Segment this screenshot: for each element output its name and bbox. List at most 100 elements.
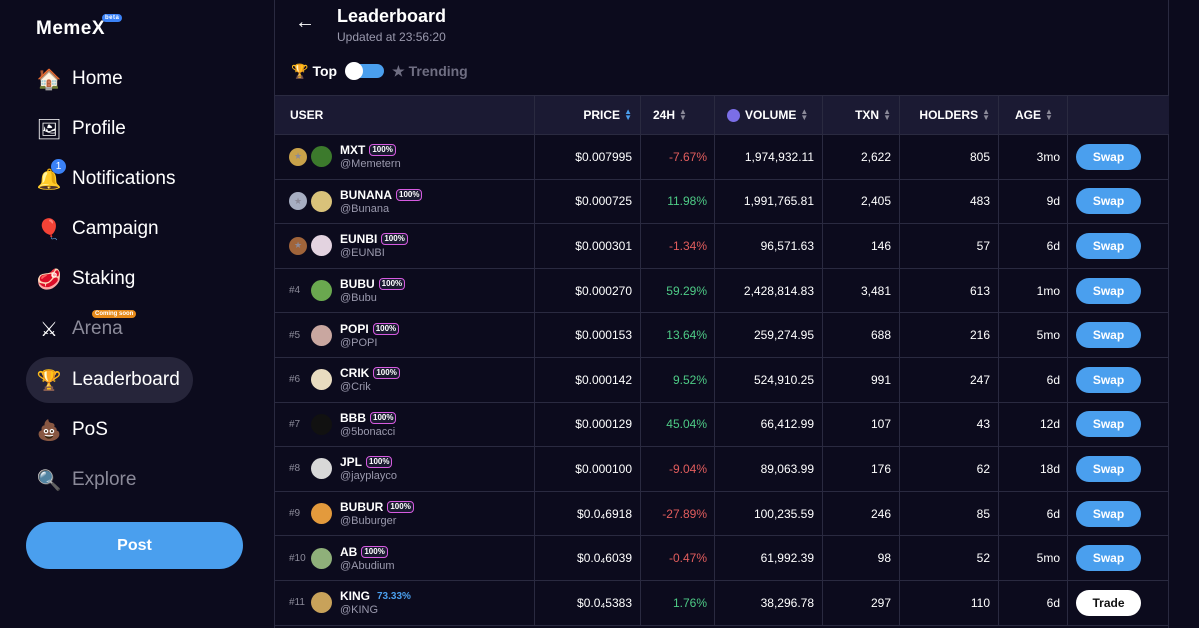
- table-row[interactable]: ★ EUNBI 100% @EUNBI $0.000301 -1.34% 96,…: [275, 224, 1169, 269]
- table-row[interactable]: #4 BUBU 100% @Bubu $0.000270 59.29% 2,42…: [275, 268, 1169, 314]
- sidebar-item-staking[interactable]: 🥩 Staking: [26, 256, 193, 302]
- swap-button[interactable]: Swap: [1076, 322, 1141, 349]
- table-row[interactable]: #11 KING 73.33% @KING $0.0₄5383 1.76% 38…: [275, 580, 1169, 626]
- sidebar-item-arena[interactable]: ⚔ Arena: [26, 306, 193, 352]
- col-24h[interactable]: 24H ▲ ▼: [641, 96, 715, 134]
- post-button[interactable]: Post: [26, 522, 243, 569]
- holders-cell: 483: [900, 179, 999, 224]
- progress-percent: 73.33%: [377, 590, 411, 602]
- change-24h-cell: -0.47%: [641, 536, 715, 580]
- token-handle: @POPI: [340, 336, 378, 349]
- token-handle: @5bonacci: [340, 425, 396, 438]
- swap-button[interactable]: Swap: [1076, 411, 1141, 438]
- top-trending-switch[interactable]: [345, 62, 385, 80]
- token-name: BUBU: [340, 277, 375, 292]
- col-user-label: USER: [290, 108, 324, 122]
- price-cell: $0.007995: [535, 135, 641, 179]
- token-name: MXT: [340, 143, 366, 158]
- user-info: BUBUR 100% @Buburger: [340, 500, 414, 527]
- table-row[interactable]: #10 AB 100% @Abudium $0.0₄6039 -0.47% 61…: [275, 536, 1169, 581]
- swap-button[interactable]: Swap: [1076, 366, 1141, 393]
- swap-button[interactable]: Swap: [1076, 277, 1141, 304]
- back-arrow-icon[interactable]: ←: [295, 11, 315, 33]
- user-cell[interactable]: #9 BUBUR 100% @Buburger: [275, 491, 535, 536]
- change-24h-cell: 11.98%: [641, 179, 715, 224]
- user-cell[interactable]: ★ BUNANA 100% @Bunana: [275, 179, 535, 224]
- sidebar-item-pos[interactable]: 💩 PoS: [26, 407, 193, 453]
- table-row[interactable]: ★ MXT 100% @Memetern $0.007995 -7.67% 1,…: [275, 135, 1169, 180]
- swap-button[interactable]: Swap: [1076, 455, 1141, 482]
- progress-badge: 100%: [373, 367, 400, 380]
- view-toggle: 🏆 Top ★ Trending: [291, 62, 468, 80]
- progress-badge: 100%: [378, 278, 406, 291]
- user-name-row: MXT 100%: [340, 143, 401, 157]
- col-action: [1068, 96, 1149, 134]
- sidebar-item-campaign[interactable]: 🎈 Campaign: [26, 206, 193, 252]
- swap-button[interactable]: Swap: [1076, 143, 1141, 170]
- user-cell[interactable]: #6 CRIK 100% @Crik: [275, 357, 535, 402]
- user-cell[interactable]: #7 BBB 100% @5bonacci: [275, 402, 535, 447]
- col-user: USER: [275, 96, 535, 134]
- trade-button[interactable]: Trade: [1076, 589, 1141, 616]
- txn-cell: 246: [823, 491, 900, 536]
- col-holders[interactable]: HOLDERS ▲ ▼: [900, 96, 999, 134]
- sidebar-item-home[interactable]: 🏠 Home: [26, 56, 193, 102]
- price-cell: $0.000153: [535, 313, 641, 357]
- sidebar-item-profile[interactable]: 🖼 Profile: [26, 106, 193, 152]
- swap-button[interactable]: Swap: [1076, 500, 1141, 527]
- user-info: KING 73.33% @KING: [340, 589, 411, 616]
- holders-cell: 62: [900, 447, 999, 491]
- age-cell: 5mo: [999, 536, 1068, 580]
- user-cell[interactable]: #10 AB 100% @Abudium: [275, 536, 535, 580]
- table-row[interactable]: #5 POPI 100% @POPI $0.000153 13.64% 259,…: [275, 313, 1169, 358]
- profile-icon: 🖼: [36, 118, 62, 141]
- tab-trending[interactable]: ★ Trending: [392, 63, 468, 80]
- progress-badge: 100%: [366, 456, 393, 469]
- table-row[interactable]: #9 BUBUR 100% @Buburger $0.0₄6918 -27.89…: [275, 491, 1169, 537]
- sort-icon: ▲ ▼: [1045, 107, 1053, 122]
- table-row[interactable]: #7 BBB 100% @5bonacci $0.000129 45.04% 6…: [275, 402, 1169, 448]
- token-avatar: [311, 503, 332, 525]
- tab-top[interactable]: 🏆 Top: [291, 63, 337, 80]
- swap-button[interactable]: Swap: [1076, 545, 1141, 572]
- age-cell: 6d: [999, 580, 1068, 625]
- table-row[interactable]: #6 CRIK 100% @Crik $0.000142 9.52% 524,9…: [275, 357, 1169, 403]
- user-name-row: KING 73.33%: [340, 589, 411, 603]
- app-logo[interactable]: MemeX beta: [36, 14, 123, 40]
- age-cell: 3mo: [999, 135, 1068, 179]
- user-cell[interactable]: #5 POPI 100% @POPI: [275, 313, 535, 357]
- user-cell[interactable]: #11 KING 73.33% @KING: [275, 580, 535, 625]
- sidebar-item-explore[interactable]: 🔍 Explore: [26, 457, 193, 503]
- rank-number: #9: [289, 508, 301, 520]
- col-holders-label: HOLDERS: [919, 108, 979, 122]
- change-24h-cell: -27.89%: [641, 491, 715, 536]
- price-cell: $0.000100: [535, 447, 641, 491]
- col-volume[interactable]: VOLUME ▲ ▼: [715, 96, 823, 134]
- logo-text: MemeX: [36, 18, 106, 39]
- user-cell[interactable]: #4 BUBU 100% @Bubu: [275, 268, 535, 313]
- col-age[interactable]: AGE ▲ ▼: [999, 96, 1068, 134]
- table-row[interactable]: ★ BUNANA 100% @Bunana $0.000725 11.98% 1…: [275, 179, 1169, 225]
- token-name: AB: [340, 544, 358, 559]
- user-cell[interactable]: ★ MXT 100% @Memetern: [275, 135, 535, 179]
- swap-button[interactable]: Swap: [1076, 232, 1141, 259]
- rank-cell: ★: [289, 192, 311, 211]
- user-cell[interactable]: ★ EUNBI 100% @EUNBI: [275, 224, 535, 268]
- token-name: POPI: [340, 321, 369, 336]
- bell-icon: 🔔 1: [37, 159, 66, 191]
- col-price[interactable]: PRICE ▲ ▼: [535, 96, 641, 134]
- col-txn[interactable]: TXN ▲ ▼: [823, 96, 900, 134]
- home-icon: 🏠: [36, 68, 62, 91]
- swap-button[interactable]: Swap: [1076, 188, 1141, 215]
- sidebar-item-notifications[interactable]: 🔔 1 Notifications: [26, 156, 193, 202]
- rank-number: #10: [289, 552, 306, 564]
- table-header: USER PRICE ▲ ▼ 24H ▲ ▼ VOLUME ▲ ▼ TXN ▲ ▼ HOLDER…: [275, 95, 1169, 135]
- table-row[interactable]: #8 JPL 100% @jayplayco $0.000100 -9.04% …: [275, 447, 1169, 492]
- col-txn-label: TXN: [855, 108, 880, 122]
- user-cell[interactable]: #8 JPL 100% @jayplayco: [275, 447, 535, 491]
- action-cell: Swap: [1068, 224, 1149, 268]
- token-avatar: [311, 413, 332, 435]
- rank-number: #4: [289, 285, 301, 297]
- volume-cell: 96,571.63: [715, 224, 823, 268]
- sidebar-item-leaderboard[interactable]: 🏆 Leaderboard: [26, 357, 193, 403]
